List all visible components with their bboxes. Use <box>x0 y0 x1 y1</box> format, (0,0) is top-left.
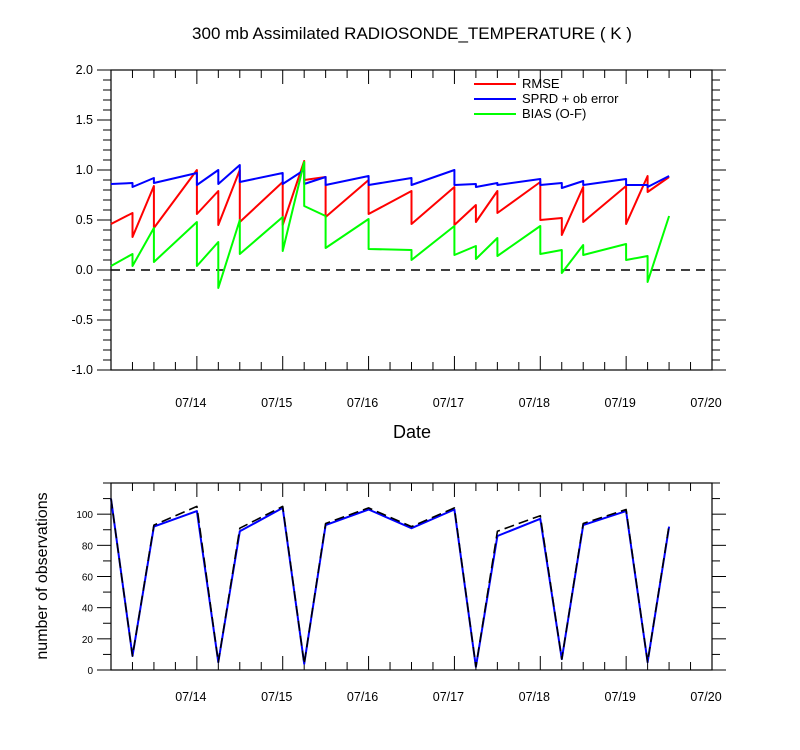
legend-label: SPRD + ob error <box>522 91 619 106</box>
x-axis-label: Date <box>393 422 431 442</box>
top-panel: 07/14 07/15 07/16 07/17 07/18 07/19 07/20 2.0 1.… <box>71 63 726 410</box>
y-tick-label: 20 <box>82 635 94 646</box>
y-tick-label: 100 <box>76 510 93 521</box>
y-tick-label: 1.5 <box>76 113 93 127</box>
series-line-obs-1 <box>110 498 670 668</box>
y-tick-label: 40 <box>82 604 94 615</box>
x-tick-label: 07/19 <box>605 396 636 410</box>
y-axis-label-observations: number of observations <box>34 492 51 659</box>
x-tick-label: 07/20 <box>690 396 721 410</box>
legend-label: BIAS (O-F) <box>522 106 586 121</box>
x-tick-label: 07/17 <box>433 396 464 410</box>
y-tick-label: 60 <box>82 573 94 584</box>
series-line-bias-o-f <box>110 161 671 289</box>
x-tick-label: 07/14 <box>175 690 206 704</box>
y-tick-label: 80 <box>82 541 94 552</box>
x-tick-label: 07/16 <box>347 690 378 704</box>
x-tick-label: 07/20 <box>690 690 721 704</box>
y-tick-label: -1.0 <box>71 363 93 377</box>
legend-label: RMSE <box>522 76 560 91</box>
series-line-sprd-ob-error <box>110 164 670 189</box>
y-tick-label: 2.0 <box>76 63 93 77</box>
x-tick-label: 07/19 <box>605 690 636 704</box>
y-tick-label: 1.0 <box>76 163 93 177</box>
x-tick-label: 07/16 <box>347 396 378 410</box>
x-tick-label: 07/15 <box>261 396 292 410</box>
x-tick-label: 07/15 <box>261 690 292 704</box>
x-tick-label: 07/14 <box>175 396 206 410</box>
y-tick-label: 0 <box>87 666 93 677</box>
series-line-obs-0 <box>110 498 671 668</box>
x-tick-label: 07/18 <box>519 396 550 410</box>
chart-title: 300 mb Assimilated RADIOSONDE_TEMPERATUR… <box>192 24 632 43</box>
series-line-rmse <box>110 160 670 238</box>
y-tick-label: -0.5 <box>71 313 93 327</box>
y-tick-label: 0.5 <box>76 213 93 227</box>
x-tick-label: 07/18 <box>519 690 550 704</box>
x-tick-label: 07/17 <box>433 690 464 704</box>
y-tick-label: 0.0 <box>76 263 93 277</box>
bottom-panel: 07/14 07/15 07/16 07/17 07/18 07/19 07/20 100 80… <box>76 482 726 704</box>
